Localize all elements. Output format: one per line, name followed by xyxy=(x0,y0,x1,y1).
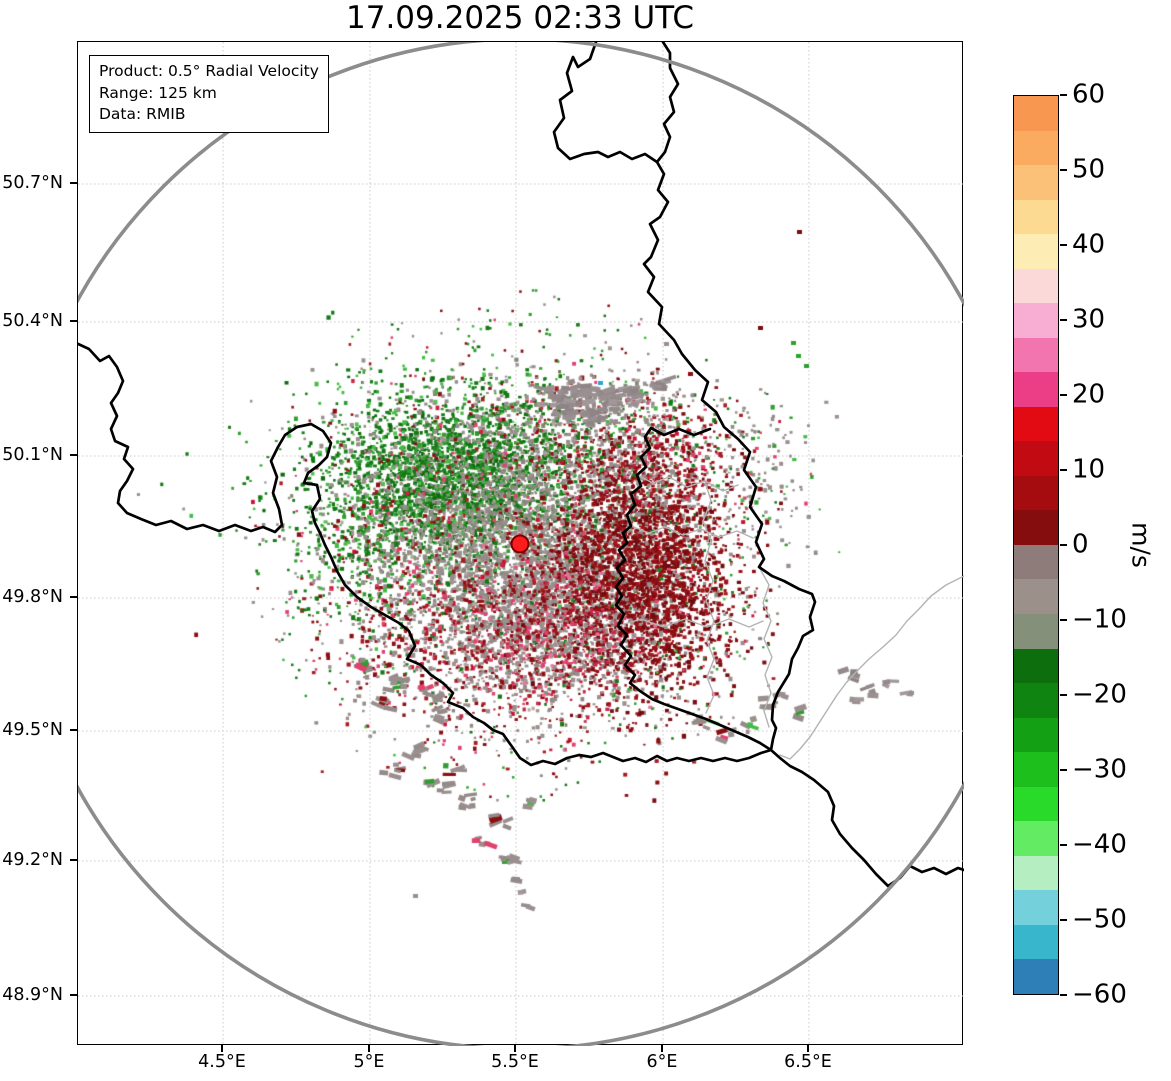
colorbar-tick-label: −20 xyxy=(1072,679,1127,710)
district-border xyxy=(617,618,764,628)
info-product: Product: 0.5° Radial Velocity xyxy=(99,62,319,80)
colorbar-tick-mark xyxy=(1060,919,1067,921)
colorbar-unit-label: m/s xyxy=(1126,522,1156,568)
x-tick-mark xyxy=(514,1045,516,1052)
y-tick-mark xyxy=(70,454,77,456)
x-tick-mark xyxy=(368,1045,370,1052)
y-tick-label: 50.7°N xyxy=(2,173,63,193)
colorbar-band xyxy=(1014,924,1058,960)
colorbar-tick-label: −30 xyxy=(1072,754,1127,785)
figure-title: 17.09.2025 02:33 UTC xyxy=(346,0,694,36)
colorbar-tick-mark xyxy=(1060,619,1067,621)
x-tick-mark xyxy=(807,1045,809,1052)
district-border xyxy=(758,566,773,728)
colorbar-band xyxy=(1014,579,1058,614)
country-border xyxy=(769,748,964,888)
colorbar-band xyxy=(1014,406,1058,442)
colorbar-band xyxy=(1014,475,1058,511)
colorbar-tick-mark xyxy=(1060,769,1067,771)
x-tick-label: 6°E xyxy=(646,1052,678,1072)
colorbar-band xyxy=(1014,441,1058,476)
colorbar-tick-label: −60 xyxy=(1072,979,1127,1010)
colorbar-band xyxy=(1014,372,1058,407)
velocity-colorbar xyxy=(1013,95,1059,995)
map-overlay-layer xyxy=(78,42,964,1046)
y-tick-label: 49.8°N xyxy=(2,587,63,607)
x-tick-label: 5.5°E xyxy=(491,1052,539,1072)
y-tick-mark xyxy=(70,320,77,322)
colorbar-band xyxy=(1014,959,1058,994)
product-info-box: Product: 0.5° Radial Velocity Range: 125… xyxy=(89,55,329,134)
district-border xyxy=(636,474,739,492)
colorbar-band xyxy=(1014,648,1058,684)
info-data-source: Data: RMIB xyxy=(99,105,186,124)
info-range: Range: 125 km xyxy=(99,83,217,102)
colorbar-tick-label: −10 xyxy=(1072,604,1127,635)
colorbar-tick-label: 30 xyxy=(1072,304,1106,335)
colorbar-tick-label: −40 xyxy=(1072,829,1127,860)
x-tick-label: 5°E xyxy=(353,1052,385,1072)
colorbar-tick-mark xyxy=(1060,394,1067,396)
x-tick-mark xyxy=(221,1045,223,1052)
y-tick-label: 49.2°N xyxy=(2,850,63,870)
colorbar-band xyxy=(1014,234,1058,269)
x-tick-label: 4.5°E xyxy=(198,1052,246,1072)
y-tick-mark xyxy=(70,596,77,598)
colorbar-tick-mark xyxy=(1060,544,1067,546)
colorbar-band xyxy=(1014,268,1058,304)
colorbar-tick-mark xyxy=(1060,844,1067,846)
colorbar-band xyxy=(1014,96,1058,131)
y-tick-mark xyxy=(70,859,77,861)
colorbar-band xyxy=(1014,890,1058,925)
colorbar-band xyxy=(1014,613,1058,649)
country-border xyxy=(642,160,817,752)
colorbar-band xyxy=(1014,821,1058,856)
colorbar-tick-label: 0 xyxy=(1072,529,1089,560)
colorbar-band xyxy=(1014,199,1058,235)
colorbar-band xyxy=(1014,683,1058,718)
y-tick-mark xyxy=(70,994,77,996)
colorbar-band xyxy=(1014,544,1058,580)
colorbar-tick-label: 60 xyxy=(1072,79,1106,110)
colorbar-tick-label: 40 xyxy=(1072,229,1106,260)
colorbar-band xyxy=(1014,165,1058,200)
colorbar-tick-label: 50 xyxy=(1072,154,1106,185)
y-tick-mark xyxy=(70,729,77,731)
colorbar-band xyxy=(1014,717,1058,753)
radar-site-marker xyxy=(510,534,530,554)
colorbar-tick-mark xyxy=(1060,169,1067,171)
x-tick-mark xyxy=(661,1045,663,1052)
colorbar-tick-label: 20 xyxy=(1072,379,1106,410)
colorbar-band xyxy=(1014,752,1058,787)
district-border xyxy=(779,575,964,760)
y-tick-label: 48.9°N xyxy=(2,985,63,1005)
district-border xyxy=(702,480,715,714)
colorbar-band xyxy=(1014,855,1058,891)
country-border xyxy=(614,426,773,752)
colorbar-tick-mark xyxy=(1060,319,1067,321)
country-border xyxy=(78,342,773,767)
colorbar-band xyxy=(1014,786,1058,822)
colorbar-band xyxy=(1014,303,1058,338)
y-tick-label: 49.5°N xyxy=(2,720,63,740)
colorbar-band xyxy=(1014,130,1058,166)
colorbar-band xyxy=(1014,510,1058,545)
colorbar-tick-mark xyxy=(1060,94,1067,96)
colorbar-tick-mark xyxy=(1060,694,1067,696)
colorbar-band xyxy=(1014,337,1058,373)
y-tick-mark xyxy=(70,182,77,184)
colorbar-tick-label: −50 xyxy=(1072,904,1127,935)
district-border xyxy=(630,525,754,539)
colorbar-tick-mark xyxy=(1060,994,1067,996)
country-border xyxy=(552,42,680,164)
colorbar-tick-mark xyxy=(1060,469,1067,471)
x-tick-label: 6.5°E xyxy=(784,1052,832,1072)
colorbar-tick-mark xyxy=(1060,244,1067,246)
map-plot-area: Product: 0.5° Radial Velocity Range: 125… xyxy=(77,41,964,1046)
y-tick-label: 50.4°N xyxy=(2,311,63,331)
y-tick-label: 50.1°N xyxy=(2,445,63,465)
colorbar-tick-label: 10 xyxy=(1072,454,1106,485)
